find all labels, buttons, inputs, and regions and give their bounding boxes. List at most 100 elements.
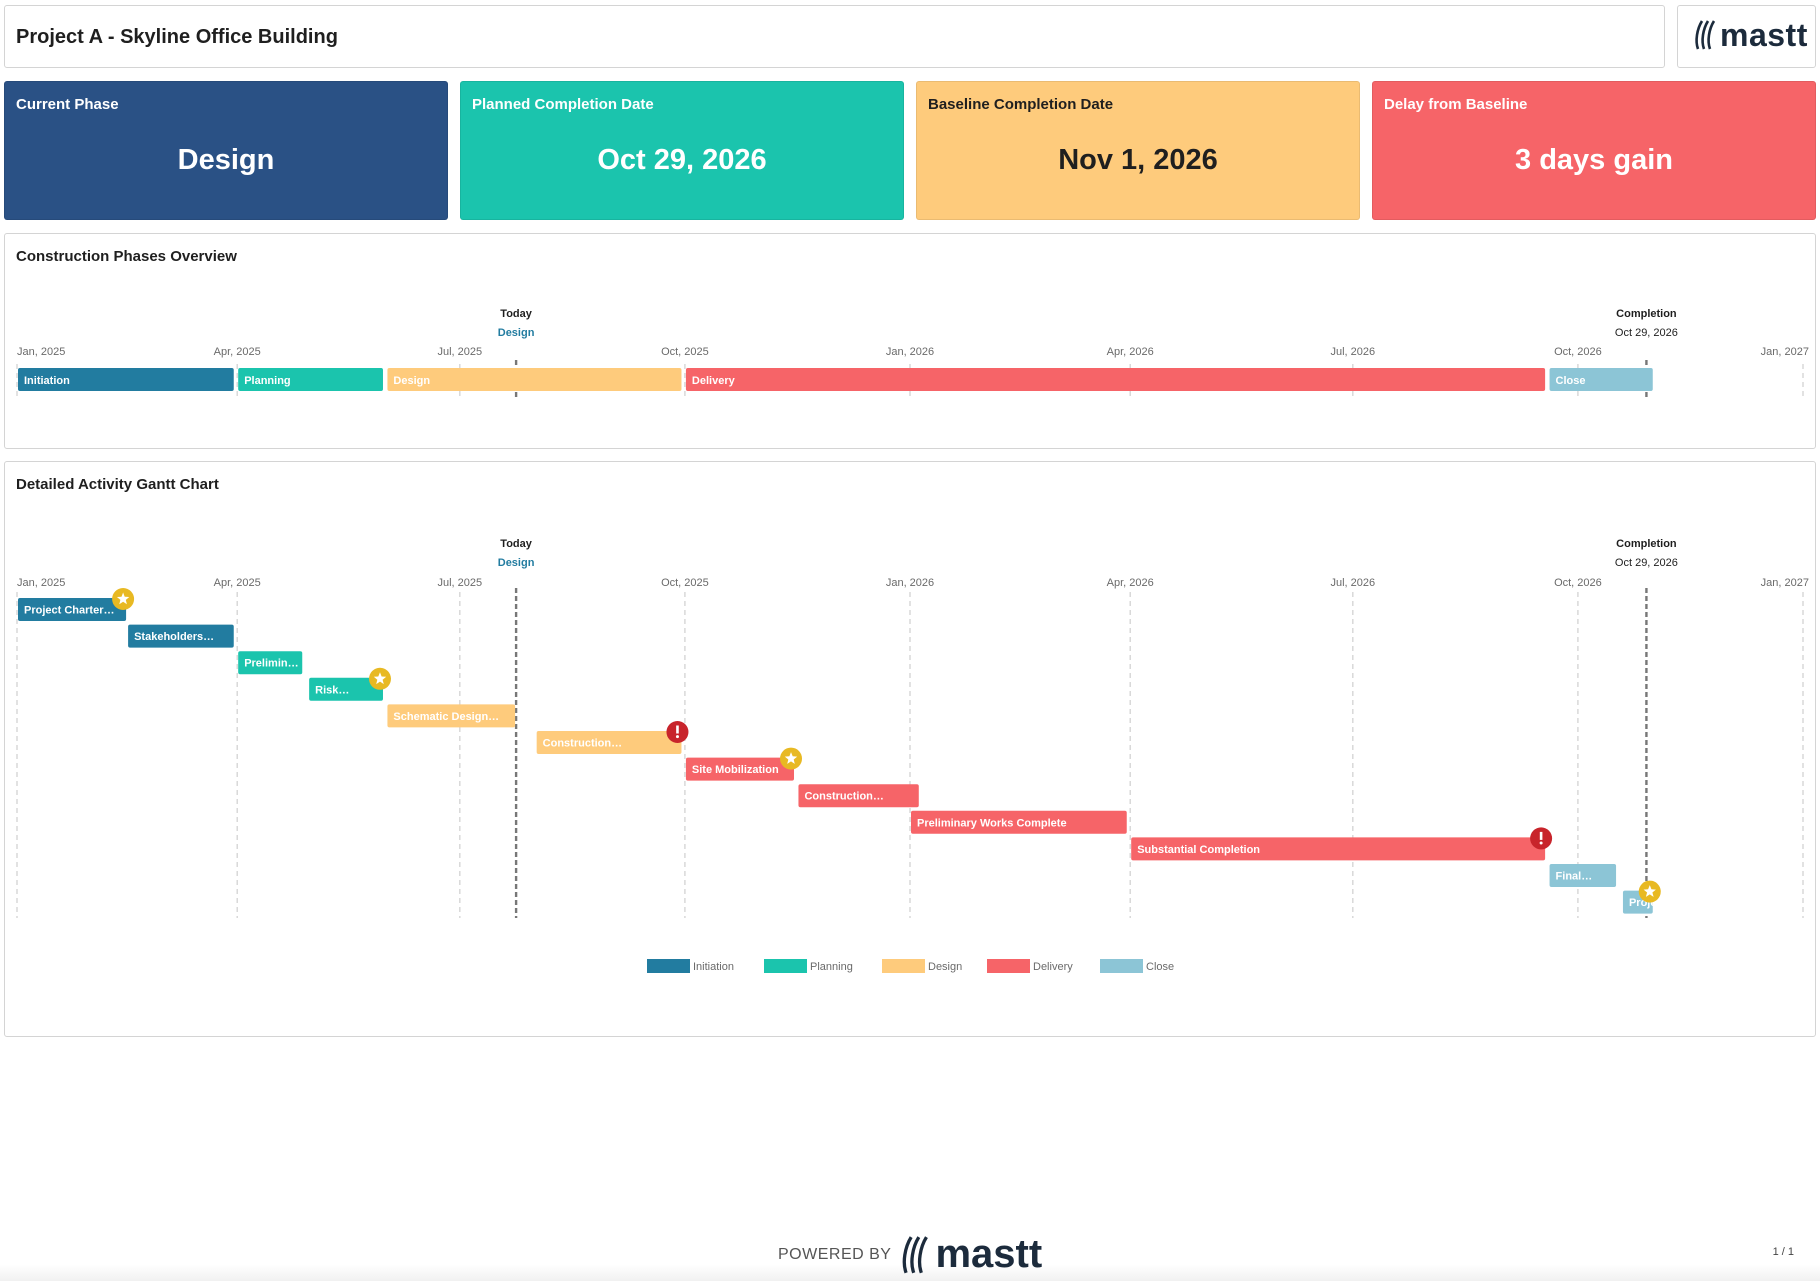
legend-swatch-planning bbox=[764, 959, 807, 973]
phase-bar-planning bbox=[238, 368, 383, 391]
kpi-label: Current Phase bbox=[16, 96, 119, 113]
phase-bar-design bbox=[387, 368, 682, 391]
completion-date-label: Oct 29, 2026 bbox=[1615, 327, 1678, 339]
x-tick-label: Jan, 2025 bbox=[17, 346, 65, 358]
x-tick-label: Oct, 2025 bbox=[661, 346, 709, 358]
activity-label: Schematic Design… bbox=[393, 711, 499, 723]
phase-bar-delivery bbox=[685, 368, 1546, 391]
phase-bar-label: Planning bbox=[244, 375, 290, 387]
kpi-value: Nov 1, 2026 bbox=[1058, 144, 1218, 176]
alert-glyph-bar bbox=[1539, 831, 1543, 840]
x-tick-label: Apr, 2025 bbox=[214, 577, 261, 589]
kpi-planned-completion: Planned Completion Date Oct 29, 2026 bbox=[460, 81, 904, 220]
x-tick-label: Jul, 2025 bbox=[438, 346, 483, 358]
legend-label: Delivery bbox=[1033, 961, 1073, 973]
logo-box: mastt bbox=[1677, 5, 1816, 68]
activity-bar bbox=[387, 704, 516, 728]
x-tick-label: Oct, 2026 bbox=[1554, 577, 1602, 589]
alert-glyph-bar bbox=[676, 725, 679, 734]
panel-title: Construction Phases Overview bbox=[16, 248, 237, 265]
x-tick-label: Jan, 2025 bbox=[17, 577, 65, 589]
star-glyph bbox=[784, 752, 798, 764]
x-tick-label: Jan, 2026 bbox=[886, 577, 934, 589]
today-phase-label: Design bbox=[498, 327, 535, 339]
legend-swatch-initiation bbox=[647, 959, 690, 973]
legend-swatch-design bbox=[882, 959, 925, 973]
x-tick-label: Jul, 2026 bbox=[1331, 577, 1376, 589]
activity-label: Final… bbox=[1556, 871, 1593, 883]
activity-label: Risk… bbox=[315, 684, 349, 696]
logo-wordmark: mastt bbox=[1720, 16, 1808, 53]
activity-label: Preliminary Works Complete bbox=[917, 817, 1067, 829]
x-tick-label: Apr, 2026 bbox=[1107, 346, 1154, 358]
legend-label: Planning bbox=[810, 961, 853, 973]
activity-label: Prelimin… bbox=[244, 658, 298, 670]
completion-label: Completion bbox=[1616, 538, 1677, 550]
x-tick-label: Jul, 2025 bbox=[438, 577, 483, 589]
star-glyph bbox=[373, 672, 387, 685]
activity-bar bbox=[18, 598, 127, 621]
x-tick-label: Jul, 2026 bbox=[1331, 346, 1376, 358]
legend-label: Initiation bbox=[693, 961, 734, 973]
activity-label: Substantial Completion bbox=[1137, 844, 1260, 856]
activity-label: Project… bbox=[1629, 897, 1677, 909]
kpi-value: Design bbox=[177, 144, 275, 176]
kpi-value: Oct 29, 2026 bbox=[597, 144, 767, 176]
activity-bar bbox=[798, 784, 919, 808]
today-label: Today bbox=[500, 538, 532, 550]
panel-title: Detailed Activity Gantt Chart bbox=[16, 476, 219, 493]
activity-bar bbox=[685, 757, 795, 781]
activity-bar bbox=[309, 677, 383, 701]
x-tick-label: Jan, 2027 bbox=[1761, 577, 1809, 589]
activity-label: Construction… bbox=[543, 738, 622, 750]
legend-swatch-delivery bbox=[987, 959, 1030, 973]
phase-bar-label: Design bbox=[393, 375, 430, 387]
alert-glyph-dot bbox=[675, 735, 679, 739]
gantt-panel: Detailed Activity Gantt Chart Jan, 2025 A… bbox=[4, 461, 1816, 1037]
today-label: Today bbox=[500, 308, 532, 320]
gantt-chart: Jan, 2025 Apr, 2025 Jul, 2025 Oct, 2025 Jan,… bbox=[16, 538, 1809, 973]
footer-wordmark: mastt bbox=[935, 1232, 1043, 1276]
activity-label: Project Charter… bbox=[24, 605, 114, 617]
phase-bar-label: Initiation bbox=[24, 375, 70, 387]
phase-bar-label: Delivery bbox=[692, 375, 736, 387]
phase-bar-close bbox=[1549, 368, 1653, 391]
star-glyph bbox=[1643, 885, 1656, 897]
activity-bar bbox=[536, 731, 682, 754]
legend-swatch-close bbox=[1100, 959, 1143, 973]
phases-overview-panel: Construction Phases Overview Jan, 2025 Ap… bbox=[4, 233, 1816, 449]
activity-label: Stakeholders… bbox=[134, 631, 214, 643]
mastt-logo-icon bbox=[1695, 20, 1716, 50]
powered-by: POWERED BY mastt bbox=[778, 1232, 1042, 1277]
x-tick-label: Jan, 2026 bbox=[886, 346, 934, 358]
powered-by-text: POWERED BY bbox=[778, 1245, 892, 1263]
star-glyph bbox=[116, 592, 130, 605]
today-phase-label: Design bbox=[498, 557, 535, 569]
phase-bar-initiation bbox=[18, 368, 234, 391]
legend-label: Close bbox=[1146, 961, 1174, 973]
mastt-logo-icon bbox=[903, 1235, 929, 1273]
activity-label: Site Mobilization bbox=[692, 764, 779, 776]
kpi-baseline-completion: Baseline Completion Date Nov 1, 2026 bbox=[916, 81, 1360, 220]
kpi-value: 3 days gain bbox=[1515, 144, 1673, 176]
completion-date-label: Oct 29, 2026 bbox=[1615, 557, 1678, 569]
page-number: 1 / 1 bbox=[1772, 1246, 1794, 1258]
footer bbox=[0, 1225, 1820, 1281]
activity-bar bbox=[911, 810, 1127, 834]
x-tick-label: Oct, 2025 bbox=[661, 577, 709, 589]
activity-label: Construction… bbox=[804, 791, 883, 803]
legend-label: Design bbox=[928, 961, 962, 973]
kpi-label: Planned Completion Date bbox=[472, 96, 654, 113]
alert-glyph-dot bbox=[1539, 841, 1543, 845]
x-tick-label: Jan, 2027 bbox=[1761, 346, 1809, 358]
x-tick-label: Apr, 2026 bbox=[1107, 577, 1154, 589]
phases-overview-chart: Jan, 2025 Apr, 2025 Jul, 2025 Oct, 2025 Jan,… bbox=[16, 308, 1809, 398]
phase-bar-label: Close bbox=[1556, 375, 1586, 387]
project-title: Project A - Skyline Office Building bbox=[16, 26, 338, 48]
kpi-label: Baseline Completion Date bbox=[928, 96, 1114, 113]
mastt-logo: mastt bbox=[1694, 17, 1808, 53]
activity-bar bbox=[128, 624, 234, 648]
header-bar: Project A - Skyline Office Building bbox=[4, 5, 1665, 68]
kpi-label: Delay from Baseline bbox=[1384, 96, 1528, 113]
activity-bar bbox=[238, 651, 303, 675]
